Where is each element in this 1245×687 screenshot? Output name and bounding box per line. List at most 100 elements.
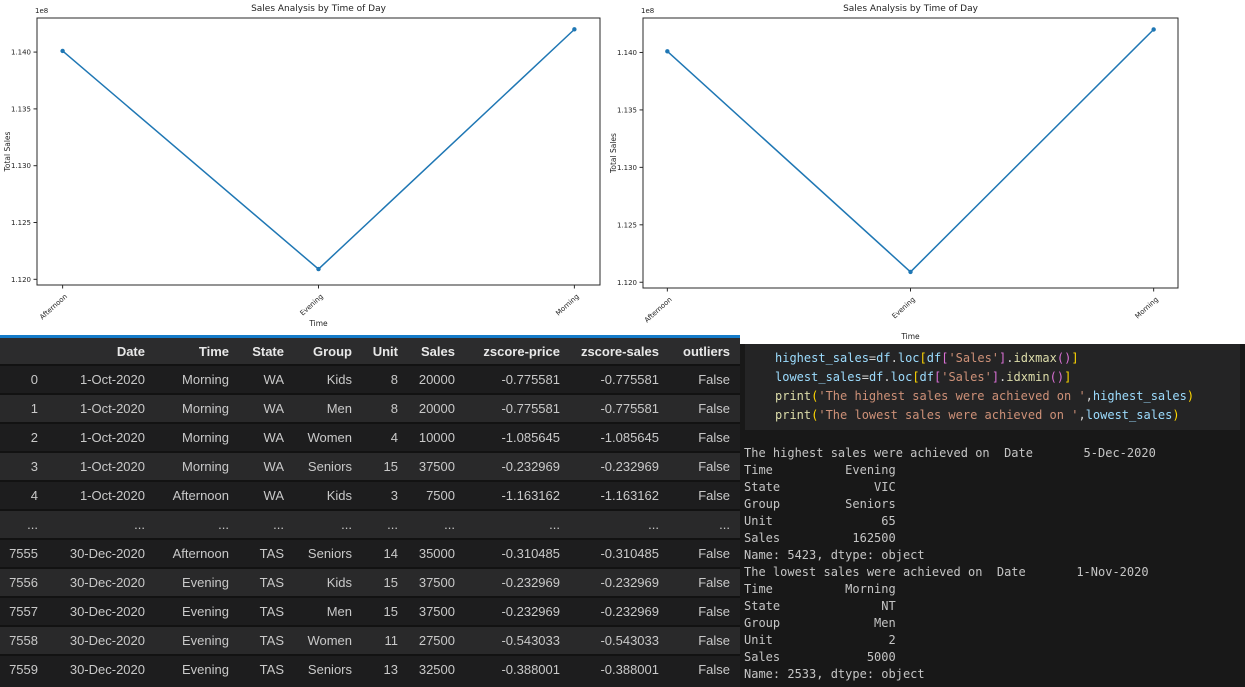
table-row: 7556 30-Dec-2020 Evening TAS Kids 15 37500 -0.2… (0, 568, 740, 597)
table-row: 3 1-Oct-2020 Morning WA Seniors 15 37500 -0.232… (0, 452, 740, 481)
table-cell: 15 (383, 604, 398, 619)
code-token: df (876, 351, 891, 365)
table-cell: -0.232969 (501, 459, 560, 474)
code-token: [ (912, 370, 920, 384)
cell-output: The highest sales were achieved on Date … (740, 430, 1245, 683)
table-cell: -0.232969 (501, 604, 560, 619)
code-token: 'Sales' (941, 370, 992, 384)
code-token: , (1078, 408, 1086, 422)
table-cell: 37500 (418, 575, 455, 590)
table-cell: 8 (390, 372, 398, 387)
output-line: The highest sales were achieved on Date … (744, 446, 1156, 460)
table-cell: -0.775581 (501, 372, 560, 387)
table-cell: ... (134, 517, 145, 532)
code-line[interactable]: print('The highest sales were achieved o… (775, 387, 1232, 406)
table-cell: 32500 (418, 662, 455, 677)
y-tick-label: 1.130 (11, 162, 31, 170)
table-cell: Morning (182, 401, 229, 416)
output-line: Unit 65 (744, 514, 896, 528)
y-axis-label: Total Sales (609, 133, 618, 174)
code-token: 'The lowest sales were achieved on ' (818, 408, 1079, 422)
y-tick-label: 1.130 (617, 164, 637, 172)
table-cell: Afternoon (172, 488, 229, 503)
column-header: outliers (669, 338, 740, 365)
table-cell: Women (307, 633, 352, 648)
code-token: highest_sales (775, 351, 869, 365)
table-cell: ... (719, 517, 730, 532)
code-token: ) (1172, 408, 1180, 422)
x-axis-label: Time (900, 332, 920, 341)
row-index: 7557 (9, 604, 38, 619)
code-token: ( (1056, 351, 1065, 365)
table-cell: ... (341, 517, 352, 532)
table-cell: WA (263, 430, 284, 445)
code-cell[interactable]: highest_sales=df.loc[df['Sales'].idxmax(… (745, 344, 1240, 430)
table-cell: False (698, 488, 730, 503)
table-cell: ... (218, 517, 229, 532)
table-cell: 1-Oct-2020 (79, 459, 145, 474)
code-token: ( (811, 389, 819, 403)
table-cell: 10000 (418, 430, 455, 445)
table-cell: Morning (182, 430, 229, 445)
table-cell: 1-Oct-2020 (79, 401, 145, 416)
table-cell: 30-Dec-2020 (69, 633, 145, 648)
output-line: The lowest sales were achieved on Date 1… (744, 565, 1149, 579)
code-line[interactable]: highest_sales=df.loc[df['Sales'].idxmax(… (775, 349, 1232, 368)
code-line[interactable]: lowest_sales=df.loc[df['Sales'].idxmin()… (775, 368, 1232, 387)
table-cell: WA (263, 459, 284, 474)
table-cell: -0.388001 (600, 662, 659, 677)
code-token: loc (897, 351, 920, 365)
output-line: Name: 2533, dtype: object (744, 667, 925, 681)
sales-line-series (62, 28, 575, 271)
table-cell: ... (648, 517, 659, 532)
table-header: Date Time State Group Unit Sales zscore-price z… (0, 338, 740, 365)
column-header: Group (294, 338, 362, 365)
table-row: 7555 30-Dec-2020 Afternoon TAS Seniors 14 3500… (0, 539, 740, 568)
x-tick-label: Morning (554, 293, 580, 318)
table-cell: Seniors (307, 546, 352, 561)
table-cell: -0.543033 (600, 633, 659, 648)
ellipsis-row: .............................. (0, 510, 740, 539)
code-token: lowest_sales (775, 370, 862, 384)
row-index: 4 (30, 488, 38, 503)
output-line: Group Men (744, 616, 896, 630)
table-cell: False (698, 401, 730, 416)
code-token: . (999, 370, 1007, 384)
table-cell: -0.232969 (501, 575, 560, 590)
table-cell: Afternoon (172, 546, 229, 561)
table-cell: WA (263, 401, 284, 416)
sales-by-time-chart-left: Sales Analysis by Time of Day 1e8 Time Tota… (0, 0, 608, 335)
row-index: 2 (30, 430, 38, 445)
table-cell: 35000 (418, 546, 455, 561)
table-row: 7559 30-Dec-2020 Evening TAS Seniors 13 32500 -… (0, 655, 740, 683)
code-token: ( (811, 408, 819, 422)
table-cell: 20000 (418, 401, 455, 416)
code-token: . (1006, 351, 1014, 365)
code-token: lowest_sales (1085, 408, 1173, 422)
code-token: . (883, 370, 891, 384)
output-line: Sales 5000 (744, 650, 896, 664)
x-tick-label: Afternoon (38, 293, 69, 322)
data-point-marker (572, 27, 577, 32)
column-header: zscore-price (465, 338, 570, 365)
table-cell: -0.775581 (600, 401, 659, 416)
code-panel: highest_sales=df.loc[df['Sales'].idxmax(… (740, 344, 1245, 687)
table-cell: 30-Dec-2020 (69, 546, 145, 561)
code-token: , (1085, 389, 1093, 403)
code-token: df (926, 351, 942, 365)
table-cell: -1.163162 (600, 488, 659, 503)
code-token: 'Sales' (948, 351, 1000, 365)
output-line: Unit 2 (744, 633, 896, 647)
table-cell: ... (273, 517, 284, 532)
table-cell: Women (307, 430, 352, 445)
table-row: 2 1-Oct-2020 Morning WA Women 4 10000 -1.085645… (0, 423, 740, 452)
output-line: State VIC (744, 480, 896, 494)
table-cell: -0.232969 (600, 604, 659, 619)
table-cell: 30-Dec-2020 (69, 662, 145, 677)
table-cell: False (698, 430, 730, 445)
table-cell: 1-Oct-2020 (79, 488, 145, 503)
column-header (0, 338, 48, 365)
code-line[interactable]: print('The lowest sales were achieved on… (775, 406, 1232, 425)
code-token: ) (1186, 389, 1195, 403)
table-cell: -1.085645 (600, 430, 659, 445)
